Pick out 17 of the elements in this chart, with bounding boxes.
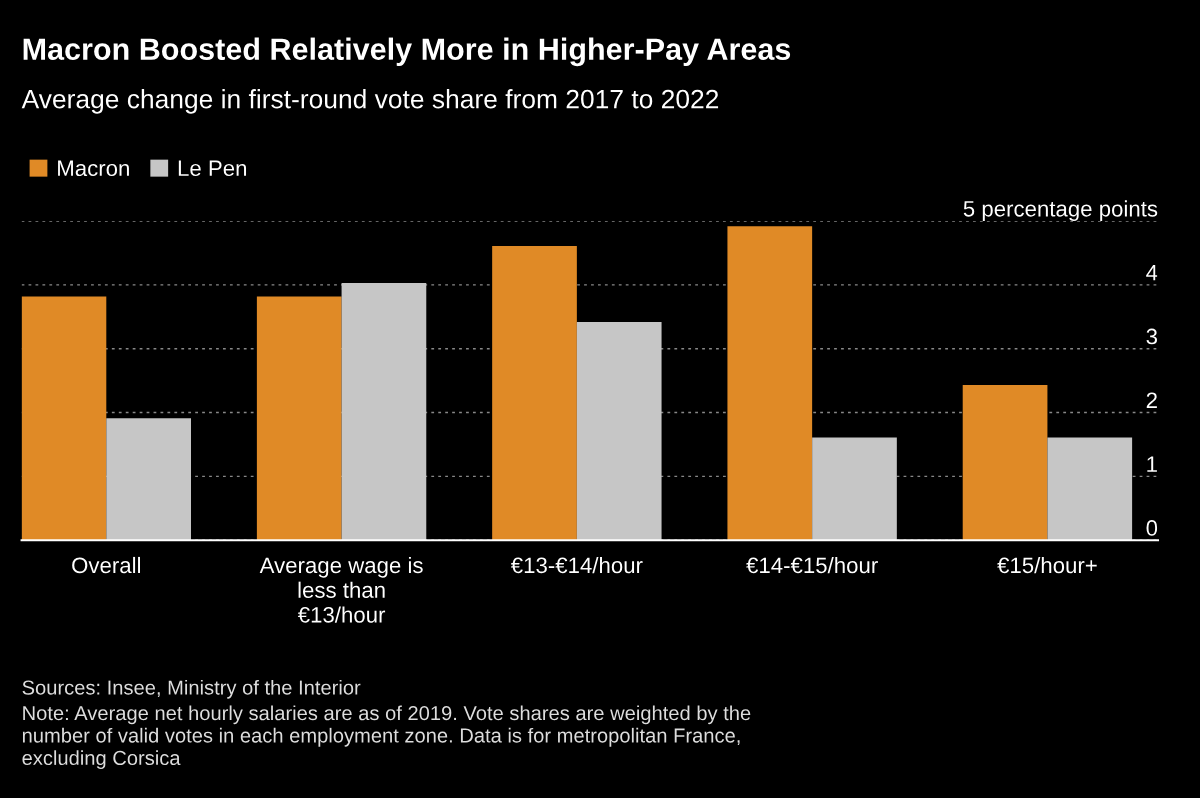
y-tick-label: 4	[1146, 264, 1158, 281]
x-tick-label: €14-€15/hour	[746, 556, 878, 574]
x-tick-label: €13-€14/hour	[510, 556, 643, 574]
chart-title: Macron Boosted Relatively More in Higher-Pay Areas	[23, 37, 791, 67]
y-tick-label: 3	[1146, 328, 1158, 345]
y-tick-label: 0	[1146, 520, 1158, 536]
x-tick-label: Overall	[72, 556, 141, 574]
x-tick-label: €15/hour+	[997, 556, 1097, 574]
text: Note: Average net hourly salaries are as of 2019. Vote shares are weighted by the number of valid votes in each employment zone. Data is for metropolitan France, excluding Corsica	[22, 705, 751, 770]
source-note: Sources: Insee, Ministry of the Interior	[22, 679, 361, 699]
legend-label: Le Pen	[178, 160, 247, 177]
y-tick-label: 5 percentage points	[963, 200, 1158, 222]
y-tick-label: 1	[1147, 456, 1157, 472]
legend-label: Macron	[58, 160, 129, 177]
y-tick-label: 2	[1146, 392, 1157, 408]
x-tick-label: Average wage is less than €13/hour	[259, 556, 423, 623]
chart-subtitle: Average change in first-round vote share from 2017 to 2022	[21, 89, 719, 114]
